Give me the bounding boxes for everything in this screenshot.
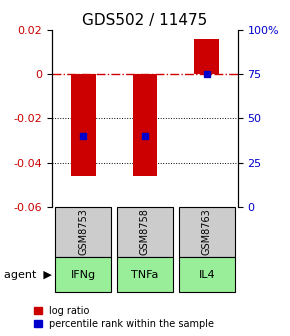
Bar (195, 39, 219, 74)
Text: GSM8753: GSM8753 (78, 208, 88, 255)
FancyBboxPatch shape (179, 257, 235, 292)
FancyBboxPatch shape (179, 207, 235, 257)
Bar (133, 74, 157, 176)
FancyBboxPatch shape (117, 257, 173, 292)
Text: GSM8763: GSM8763 (202, 208, 212, 255)
Text: GSM8758: GSM8758 (140, 208, 150, 255)
Text: IFNg: IFNg (70, 270, 96, 280)
Text: IL4: IL4 (199, 270, 215, 280)
FancyBboxPatch shape (117, 207, 173, 257)
Text: TNFa: TNFa (131, 270, 159, 280)
Bar (71, 74, 95, 176)
Legend: log ratio, percentile rank within the sample: log ratio, percentile rank within the sa… (34, 306, 214, 329)
FancyBboxPatch shape (55, 257, 111, 292)
Text: agent  ▶: agent ▶ (4, 270, 52, 280)
Title: GDS502 / 11475: GDS502 / 11475 (82, 13, 208, 28)
FancyBboxPatch shape (55, 207, 111, 257)
